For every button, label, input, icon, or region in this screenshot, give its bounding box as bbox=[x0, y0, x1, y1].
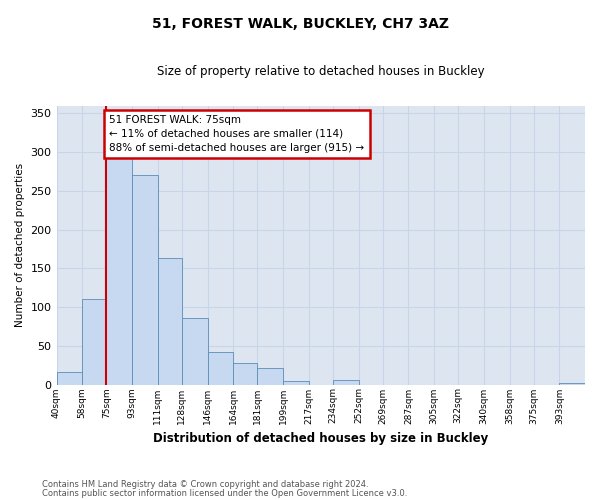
Text: Contains HM Land Registry data © Crown copyright and database right 2024.: Contains HM Land Registry data © Crown c… bbox=[42, 480, 368, 489]
Bar bbox=[559, 383, 585, 384]
Bar bbox=[208, 352, 233, 384]
Bar bbox=[82, 300, 106, 384]
Bar bbox=[233, 363, 257, 384]
Text: Contains public sector information licensed under the Open Government Licence v3: Contains public sector information licen… bbox=[42, 489, 407, 498]
Bar bbox=[56, 372, 82, 384]
Bar bbox=[333, 380, 359, 384]
Bar bbox=[182, 318, 208, 384]
X-axis label: Distribution of detached houses by size in Buckley: Distribution of detached houses by size … bbox=[153, 432, 488, 445]
Bar bbox=[106, 158, 132, 384]
Y-axis label: Number of detached properties: Number of detached properties bbox=[15, 163, 25, 327]
Bar bbox=[158, 258, 182, 384]
Text: 51 FOREST WALK: 75sqm
← 11% of detached houses are smaller (114)
88% of semi-det: 51 FOREST WALK: 75sqm ← 11% of detached … bbox=[109, 115, 364, 153]
Text: 51, FOREST WALK, BUCKLEY, CH7 3AZ: 51, FOREST WALK, BUCKLEY, CH7 3AZ bbox=[151, 18, 449, 32]
Bar bbox=[257, 368, 283, 384]
Bar bbox=[132, 176, 158, 384]
Title: Size of property relative to detached houses in Buckley: Size of property relative to detached ho… bbox=[157, 65, 485, 78]
Bar bbox=[283, 380, 308, 384]
